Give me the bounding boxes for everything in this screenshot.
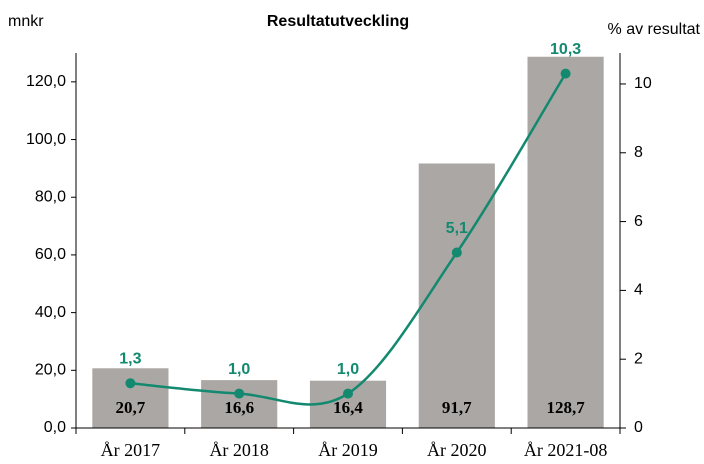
bar (418, 163, 495, 428)
y2-axis-label: % av resultat (608, 21, 701, 38)
y2-tick-label: 10 (634, 75, 652, 92)
y-tick-label: 40,0 (35, 304, 66, 321)
y-tick-label: 20,0 (35, 362, 66, 379)
x-tick-label: År 2021-08 (524, 440, 608, 460)
y2-tick-label: 8 (634, 144, 643, 161)
y-axis-label: mnkr (8, 13, 44, 30)
line-value-label: 1,0 (228, 361, 250, 378)
chart-title: Resultatutveckling (267, 13, 409, 30)
bar-value-label: 16,4 (333, 398, 363, 417)
y2-tick-label: 2 (634, 350, 643, 367)
line (130, 72, 567, 406)
y2-tick-label: 6 (634, 213, 643, 230)
y-tick-label: 120,0 (26, 73, 66, 90)
bar-value-label: 16,6 (224, 398, 254, 417)
x-tick-label: År 2017 (101, 440, 161, 460)
bar-value-label: 128,7 (546, 398, 585, 417)
y-tick-label: 100,0 (26, 131, 66, 148)
y2-tick-label: 4 (634, 282, 643, 299)
y2-tick-label: 0 (634, 419, 643, 436)
line-point (451, 247, 462, 258)
y-tick-label: 60,0 (35, 246, 66, 263)
line-point (560, 68, 571, 79)
y-tick-label: 0,0 (44, 419, 66, 436)
x-tick-label: År 2018 (209, 440, 269, 460)
line-point (234, 388, 245, 399)
bar (92, 368, 169, 428)
x-tick-label: År 2020 (427, 440, 487, 460)
line-point (343, 388, 353, 399)
bar (527, 56, 604, 428)
line-value-label: 5,1 (446, 220, 468, 237)
line-value-label: 1,0 (337, 361, 359, 378)
line-value-label: 1,3 (119, 350, 141, 367)
y-tick-label: 80,0 (35, 188, 66, 205)
bar-value-label: 20,7 (116, 398, 146, 417)
line-value-label: 10,3 (550, 41, 581, 58)
bar-value-label: 91,7 (442, 398, 472, 417)
line-point (125, 378, 136, 389)
bar (201, 380, 278, 428)
x-tick-label: År 2019 (318, 440, 378, 460)
